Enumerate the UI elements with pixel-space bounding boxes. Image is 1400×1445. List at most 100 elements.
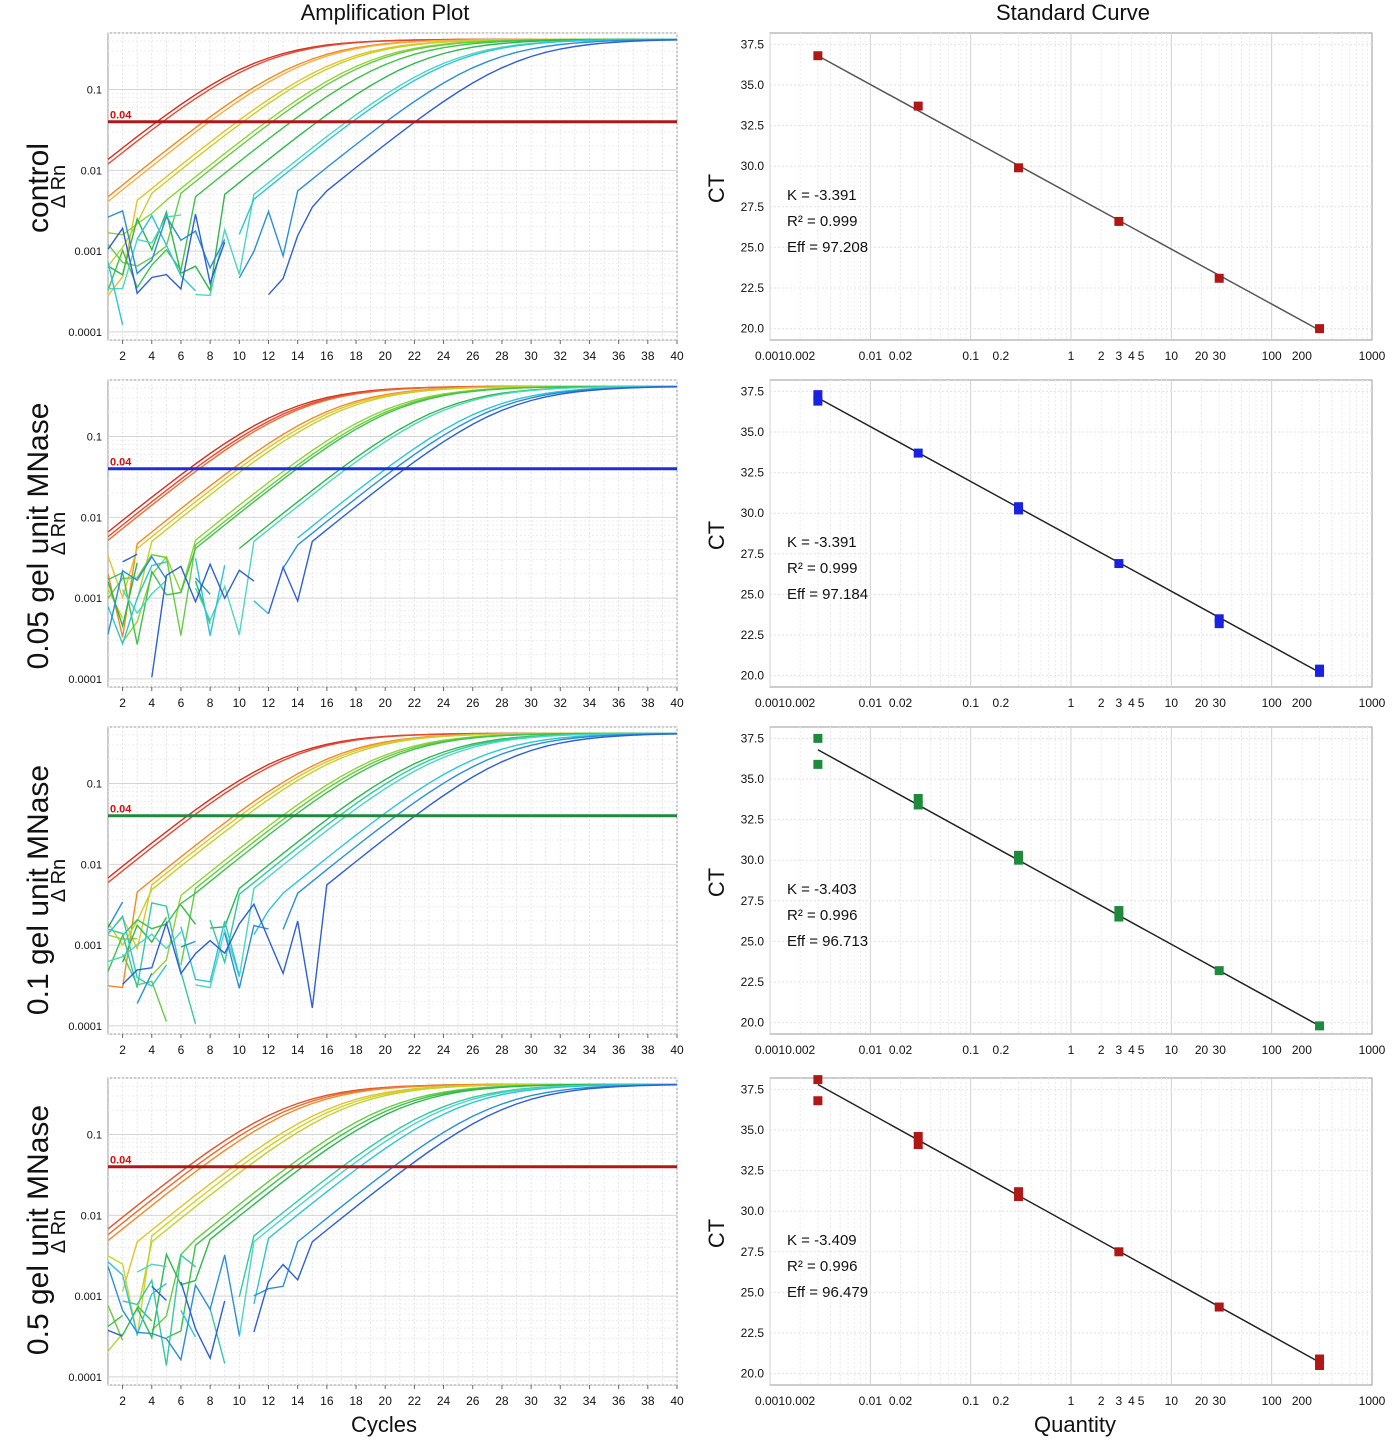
amplification-curve [122, 553, 138, 563]
fit-stat: K = -3.391 [787, 534, 857, 551]
std-y-label: CT [704, 174, 729, 203]
std-x-tick-label: 20 [1195, 349, 1209, 363]
data-point [1014, 505, 1024, 515]
std-x-tick-label: 10 [1165, 349, 1179, 363]
std-x-tick-label: 0.01 [859, 1394, 883, 1408]
amp-x-tick-label: 40 [670, 696, 684, 710]
amplification-curve [238, 38, 677, 235]
cycles-axis-label: Cycles [350, 1412, 417, 1437]
std-x-tick-label: 100 [1262, 1394, 1282, 1408]
std-y-tick-label: 27.5 [741, 894, 765, 908]
amp-x-tick-label: 38 [641, 1043, 655, 1057]
std-x-tick-label: 0.1 [962, 696, 979, 710]
std-y-tick-label: 22.5 [741, 975, 765, 989]
amp-panel-1: 2 4 6 8 10 12 14 16 18 20 22 24 26 28 30 32 34 36 38 400.00… [48, 379, 684, 710]
amp-x-tick-label: 36 [612, 1394, 626, 1408]
std-y-tick-label: 22.5 [741, 1326, 765, 1340]
amp-x-tick-label: 30 [524, 1043, 538, 1057]
std-x-tick-label: 30 [1213, 696, 1227, 710]
amp-x-tick-label: 38 [641, 1394, 655, 1408]
std-x-tick-label: 0.001 [755, 349, 785, 363]
std-y-tick-label: 32.5 [741, 1164, 765, 1178]
fit-stat: Eff = 97.184 [787, 586, 868, 603]
amp-x-tick-label: 14 [291, 349, 305, 363]
amp-y-label: Δ Rn [48, 512, 70, 555]
amp-x-tick-label: 6 [178, 1394, 185, 1408]
amp-x-tick-label: 22 [408, 1394, 422, 1408]
amp-x-tick-label: 12 [262, 1043, 276, 1057]
amplification-curve [121, 917, 168, 963]
std-x-tick-label: 30 [1213, 349, 1227, 363]
data-point [1214, 1302, 1224, 1312]
data-point [913, 101, 923, 111]
amp-x-tick-label: 2 [119, 349, 126, 363]
std-x-tick-label: 5 [1138, 1043, 1145, 1057]
std-y-tick-label: 32.5 [741, 119, 765, 133]
std-x-tick-label: 3 [1116, 696, 1123, 710]
std-y-tick-label: 25.0 [741, 587, 765, 601]
amp-x-tick-label: 4 [148, 349, 155, 363]
amp-x-tick-label: 36 [612, 349, 626, 363]
data-point [1315, 324, 1325, 334]
data-point [813, 759, 823, 769]
std-x-tick-label: 4 [1128, 696, 1135, 710]
data-point [1315, 667, 1325, 677]
amp-x-tick-label: 16 [320, 1043, 334, 1057]
amp-x-tick-label: 24 [437, 1394, 451, 1408]
amp-x-tick-label: 10 [233, 1043, 247, 1057]
fit-stat: R² = 0.996 [787, 1258, 857, 1275]
std-x-tick-label: 100 [1262, 1043, 1282, 1057]
amp-x-tick-label: 26 [466, 1394, 480, 1408]
data-point [1114, 906, 1124, 916]
std-x-tick-label: 3 [1116, 349, 1123, 363]
amp-y-tick-label: 0.001 [74, 593, 102, 605]
std-y-tick-label: 22.5 [741, 628, 765, 642]
amp-x-tick-label: 28 [495, 1394, 509, 1408]
amp-x-tick-label: 14 [291, 696, 305, 710]
std-y-tick-label: 37.5 [741, 384, 765, 398]
std-y-tick-label: 20.0 [741, 1367, 765, 1381]
amp-y-tick-label: 0.1 [87, 85, 102, 97]
amplification-curve [267, 386, 678, 614]
fit-line [817, 397, 1320, 674]
std-x-tick-label: 1000 [1359, 1043, 1386, 1057]
std-y-tick-label: 27.5 [741, 1245, 765, 1259]
std-x-tick-label: 2 [1098, 696, 1105, 710]
data-point [1014, 850, 1024, 860]
std-x-tick-label: 0.1 [962, 1394, 979, 1408]
amp-x-tick-label: 12 [262, 349, 276, 363]
amplification-curve [122, 733, 678, 1009]
std-y-tick-label: 30.0 [741, 159, 765, 173]
std-x-tick-label: 0.1 [962, 1043, 979, 1057]
amp-y-tick-label: 0.1 [87, 1130, 102, 1142]
fit-stat: K = -3.409 [787, 1232, 857, 1249]
fit-line [817, 55, 1320, 331]
amp-y-tick-label: 0.001 [74, 940, 102, 952]
amp-y-tick-label: 0.0001 [68, 674, 102, 686]
std-x-tick-label: 20 [1195, 1394, 1209, 1408]
std-x-tick-label: 0.1 [962, 349, 979, 363]
amp-x-tick-label: 4 [148, 696, 155, 710]
amp-x-tick-label: 32 [554, 1394, 568, 1408]
amp-x-tick-label: 10 [233, 349, 247, 363]
std-x-tick-label: 0.02 [889, 349, 913, 363]
amp-panel-3: 2 4 6 8 10 12 14 16 18 20 22 24 26 28 30 32 34 36 38 400.00… [48, 1077, 684, 1408]
amp-x-tick-label: 18 [349, 1394, 363, 1408]
std-x-tick-label: 0.002 [785, 349, 815, 363]
amp-x-tick-label: 20 [379, 1043, 393, 1057]
amplification-curve [107, 1314, 124, 1328]
std-x-tick-label: 1000 [1359, 349, 1386, 363]
std-x-tick-label: 100 [1262, 349, 1282, 363]
amp-x-tick-label: 26 [466, 1043, 480, 1057]
std-x-tick-label: 5 [1138, 696, 1145, 710]
std-x-tick-label: 1 [1068, 1394, 1075, 1408]
std-y-tick-label: 32.5 [741, 813, 765, 827]
amp-y-tick-label: 0.0001 [68, 1021, 102, 1033]
data-point [1114, 559, 1124, 569]
amplification-curve [253, 1083, 678, 1305]
amp-x-tick-label: 32 [554, 1043, 568, 1057]
amp-plot-frame [107, 1077, 678, 1386]
std-y-tick-label: 35.0 [741, 78, 765, 92]
amplification-curve [107, 262, 124, 325]
amplification-curve [180, 904, 197, 925]
